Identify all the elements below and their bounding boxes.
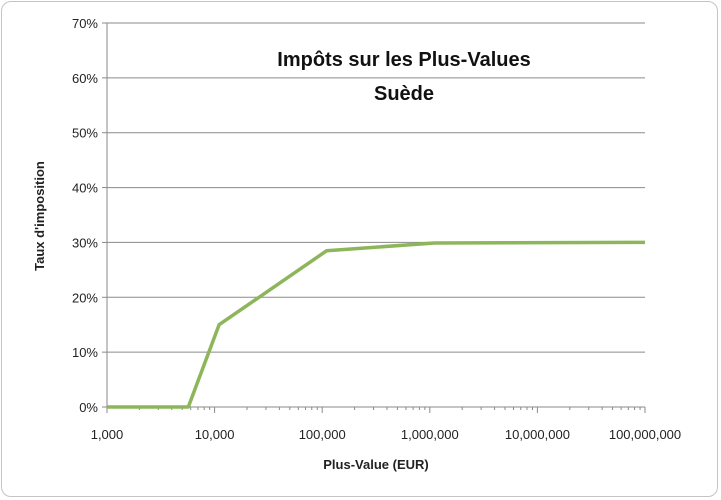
x-tick-labels: 1,000 10,000 100,000 1,000,000 10,000,000 100…	[91, 427, 681, 442]
y-tick-label: 10%	[72, 345, 98, 360]
x-tick-label: 1,000	[91, 427, 124, 442]
x-tick-label: 10,000,000	[505, 427, 570, 442]
axes	[102, 22, 646, 413]
y-axis-title: Taux d'imposition	[32, 161, 47, 271]
x-tick-label: 100,000,000	[609, 427, 681, 442]
x-tick-label: 100,000	[299, 427, 346, 442]
series-line	[107, 240, 646, 409]
gridlines	[107, 22, 645, 353]
y-tick-label: 30%	[72, 235, 98, 250]
series-layer	[107, 240, 646, 409]
x-tick-label: 10,000	[195, 427, 235, 442]
y-tick-labels: 0% 10% 20% 30% 40% 50% 60% 70%	[72, 16, 98, 415]
y-tick-label: 40%	[72, 181, 98, 196]
y-tick-label: 0%	[79, 400, 98, 415]
x-axis-title: Plus-Value (EUR)	[323, 457, 428, 472]
y-tick-label: 20%	[72, 290, 98, 305]
y-tick-label: 70%	[72, 16, 98, 31]
chart-title-line-1: Impôts sur les Plus-Values	[277, 49, 530, 71]
y-tick-label: 50%	[72, 126, 98, 141]
y-tick-label: 60%	[72, 71, 98, 86]
x-tick-label: 1,000,000	[401, 427, 459, 442]
chart-title-line-2: Suède	[374, 83, 434, 105]
